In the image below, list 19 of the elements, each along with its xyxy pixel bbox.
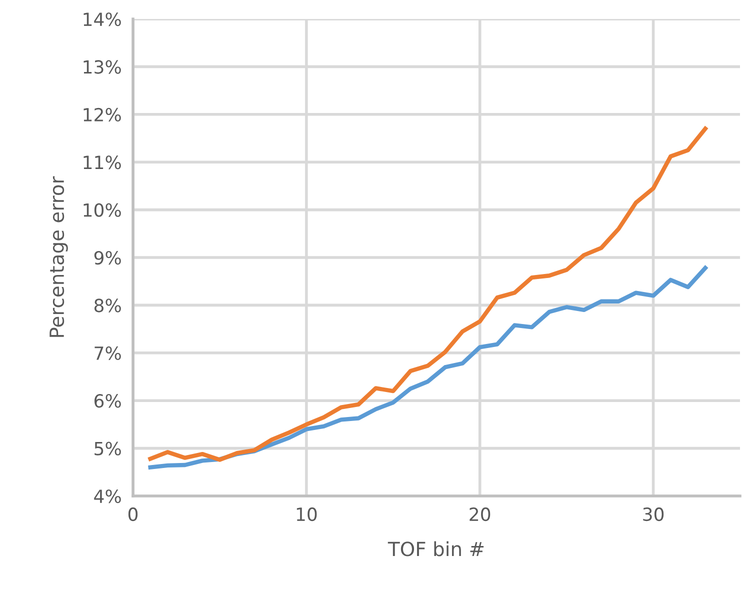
y-axis-title: Percentage error <box>50 176 68 337</box>
line-series <box>148 126 708 462</box>
y-tick-label: 7% <box>94 346 121 360</box>
y-tick-label: 8% <box>94 298 121 312</box>
y-tick-label: 12% <box>84 108 121 122</box>
x-axis-title: TOF bin # <box>388 541 484 556</box>
y-tick-label: 10% <box>84 203 121 217</box>
y-tick-label: 14% <box>84 12 121 26</box>
y-tick-label: 6% <box>94 394 121 408</box>
y-tick-label: 13% <box>84 60 121 74</box>
y-tick-label: 11% <box>84 156 121 170</box>
x-tick-label: 0 <box>128 507 138 522</box>
y-tick-label: 4% <box>94 489 121 504</box>
x-tick-label: 30 <box>643 507 664 522</box>
line-series <box>148 266 708 470</box>
x-tick-label: 20 <box>470 507 490 522</box>
x-tick-label: 10 <box>296 507 317 522</box>
y-tick-label: 5% <box>94 442 121 456</box>
y-tick-label: 9% <box>94 250 121 265</box>
